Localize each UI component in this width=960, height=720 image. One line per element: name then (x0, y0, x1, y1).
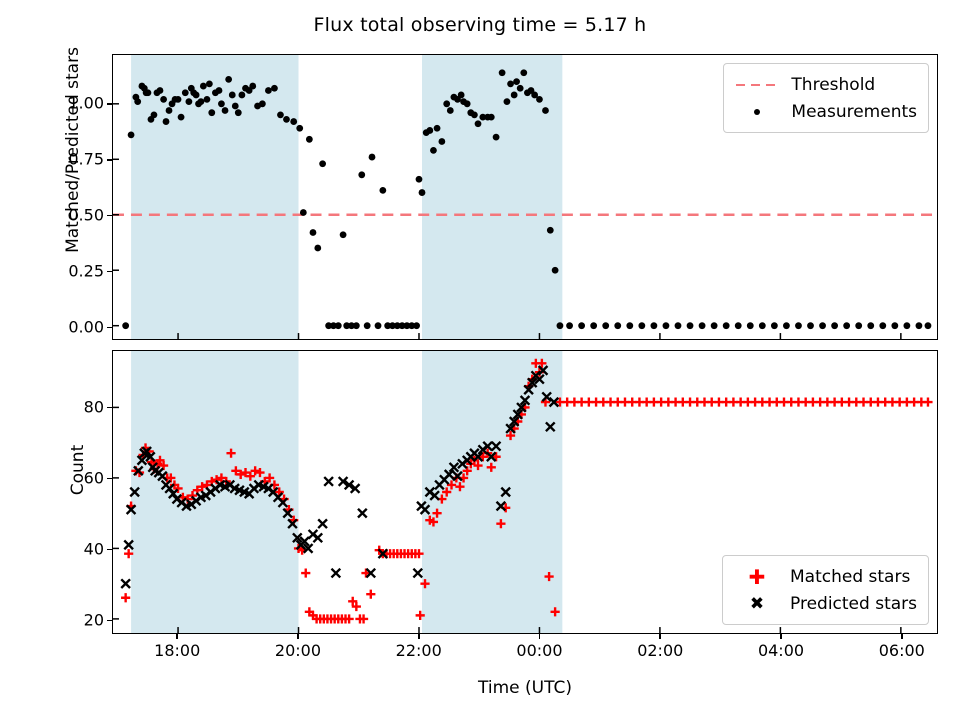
top-panel-y-tick-stub (107, 326, 112, 329)
top-panel-y-tick-label: 0.25 (68, 261, 104, 281)
top-panel-y-tick-stub (107, 214, 112, 217)
x-tick-label: 22:00 (395, 641, 442, 660)
bottom-panel-y-tick-stub (107, 619, 112, 622)
series-measurements (122, 69, 932, 330)
shaded-observing-band (131, 55, 299, 339)
measurement-dot-icon (733, 102, 783, 122)
x-tick-stub (538, 634, 541, 639)
series-predicted-stars (120, 365, 560, 589)
cross-marker-icon: ✖ (749, 593, 765, 614)
legend-label-threshold: Threshold (791, 74, 876, 95)
bottom-panel-legend: ✚ Matched stars ✖ Predicted stars (722, 555, 929, 625)
chart-title: Flux total observing time = 5.17 h (313, 14, 647, 36)
x-axis-label: Time (UTC) (478, 678, 572, 698)
legend-entry-predicted-stars: ✖ Predicted stars (732, 590, 917, 617)
bottom-panel-y-tick-label: 40 (83, 539, 104, 559)
bottom-panel-canvas (113, 351, 933, 633)
legend-entry-matched-stars: ✚ Matched stars (732, 563, 917, 590)
x-tick-label: 06:00 (878, 641, 925, 660)
plus-marker-icon: ✚ (748, 564, 766, 589)
x-tick-stub (176, 634, 178, 639)
x-tick-label: 00:00 (516, 641, 563, 660)
series-matched-stars (121, 358, 933, 624)
x-tick-label: 04:00 (757, 641, 805, 660)
bottom-panel-y-tick-stub (107, 548, 112, 551)
top-panel-y-tick-stub (107, 103, 112, 105)
top-panel-y-tick-label: 0.50 (68, 205, 104, 225)
top-panel-y-tick-stub (107, 270, 112, 273)
legend-entry-threshold: Threshold (733, 71, 917, 98)
top-panel-y-tick-label: 0.00 (68, 317, 104, 337)
top-panel-canvas (113, 55, 937, 339)
x-tick-label: 20:00 (274, 641, 322, 660)
x-tick-stub (417, 634, 420, 639)
x-tick-stub (900, 634, 903, 639)
x-tick-stub (297, 634, 299, 639)
legend-label-measurements: Measurements (791, 101, 917, 122)
top-panel-y-tick-label: 0.75 (68, 149, 104, 169)
x-tick-label: 02:00 (637, 641, 684, 660)
legend-entry-measurements: Measurements (733, 98, 917, 125)
top-panel-y-tick-label: 1.00 (68, 93, 104, 113)
x-tick-label: 18:00 (154, 641, 201, 660)
top-panel-y-tick-stub (107, 159, 112, 161)
bottom-panel-plot-area: ✚ Matched stars ✖ Predicted stars (112, 350, 938, 634)
threshold-dashed-line-icon (733, 75, 783, 95)
top-panel-legend: Threshold Measurements (723, 63, 929, 133)
legend-label-predicted-stars: Predicted stars (790, 593, 917, 614)
bottom-panel-y-tick-stub (107, 477, 112, 480)
bottom-panel-y-tick-label: 60 (83, 468, 104, 488)
x-tick-stub (659, 634, 662, 639)
x-tick-stub (780, 634, 782, 639)
bottom-panel-y-tick-label: 20 (83, 610, 104, 630)
legend-label-matched-stars: Matched stars (790, 566, 911, 587)
bottom-panel-y-tick-stub (107, 406, 112, 409)
bottom-panel-y-tick-label: 80 (83, 397, 104, 417)
top-panel-plot-area: Threshold Measurements (112, 54, 938, 340)
